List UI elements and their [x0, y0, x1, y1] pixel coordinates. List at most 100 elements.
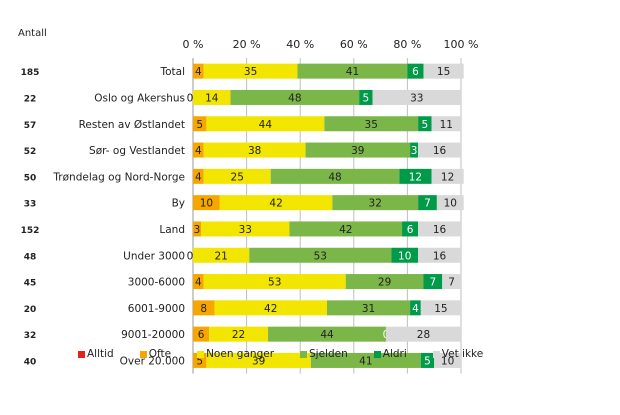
data-label: 11 [440, 119, 453, 131]
category-label: Land [159, 224, 185, 236]
category-label: 3000-6000 [128, 277, 185, 289]
bar-segment [193, 63, 204, 79]
bar-segment [436, 195, 464, 211]
legend-swatch [300, 350, 308, 358]
data-label: 35 [244, 66, 257, 78]
legend-item: Vet ikke [432, 348, 484, 360]
data-label: 31 [362, 303, 375, 315]
bar-segment [418, 142, 461, 158]
data-label: 7 [424, 198, 431, 210]
data-label: 0 [187, 92, 194, 104]
count-label: 22 [24, 94, 37, 104]
data-label: 14 [205, 92, 219, 104]
data-label: 3 [411, 145, 418, 157]
data-label: 8 [200, 303, 207, 315]
data-label: 6 [407, 224, 414, 236]
data-label: 39 [351, 145, 364, 157]
legend-item: Noen ganger [197, 348, 274, 360]
data-label: 5 [196, 355, 203, 367]
bar-segment [193, 168, 204, 184]
bar-segment [230, 89, 360, 105]
data-label: 7 [430, 277, 437, 289]
legend-item: Sjelden [300, 348, 348, 360]
count-label: 52 [24, 147, 37, 157]
data-label: 15 [437, 66, 450, 78]
x-tick-label: 40 % [286, 38, 314, 51]
bar-segment [209, 326, 269, 342]
legend-item: Ofte [139, 348, 171, 360]
data-label: 4 [195, 277, 202, 289]
count-label: 152 [21, 226, 40, 236]
data-label: 5 [196, 119, 203, 131]
legend-swatch [139, 350, 147, 358]
legend-swatch [78, 350, 85, 358]
bar-segment [420, 352, 435, 368]
bar-segment [418, 195, 437, 211]
bar-segment [420, 300, 461, 316]
bar-segment [324, 116, 419, 132]
category-label: By [172, 198, 185, 210]
legend-swatch [373, 350, 381, 358]
data-label: 28 [417, 329, 430, 341]
bar-segment [310, 352, 421, 368]
bar-segment [423, 63, 464, 79]
data-label: 39 [252, 355, 265, 367]
bar-segment [193, 221, 202, 237]
category-label: Trøndelag og Nord-Norge [52, 171, 185, 183]
data-label: 10 [398, 250, 411, 262]
legend-swatch [432, 350, 440, 358]
bar-segment [391, 247, 419, 263]
category-label: 6001-9000 [128, 303, 185, 315]
bar-segment [410, 142, 419, 158]
data-label: 48 [288, 92, 301, 104]
data-label: 15 [434, 303, 447, 315]
data-label: 44 [259, 119, 273, 131]
data-label: 6 [412, 66, 419, 78]
data-label: 42 [264, 303, 277, 315]
data-label: 42 [269, 198, 282, 210]
data-label: 22 [232, 329, 245, 341]
data-label: 21 [214, 250, 227, 262]
category-label: Under 3000 [123, 250, 185, 262]
category-label: Over 20.000 [120, 355, 185, 367]
data-label: 41 [346, 66, 359, 78]
data-label: 4 [412, 303, 419, 315]
data-label: 10 [200, 198, 213, 210]
legend-label: Vet ikke [441, 348, 484, 360]
data-label: 6 [198, 329, 205, 341]
bar-segment [201, 221, 290, 237]
legend-label: Alltid [87, 348, 114, 360]
data-label: 4 [195, 145, 202, 157]
count-label: 33 [24, 200, 37, 210]
x-tick-label: 20 % [233, 38, 261, 51]
data-label: 12 [409, 171, 422, 183]
category-label: Oslo og Akershus [94, 92, 185, 104]
category-label: Total [159, 66, 185, 78]
bar-segment [402, 221, 419, 237]
bar-segment [268, 326, 386, 342]
bar-segment [407, 63, 424, 79]
bar-segment [434, 352, 461, 368]
data-label: 53 [314, 250, 327, 262]
bar-segment [193, 274, 204, 290]
data-label: 4 [195, 171, 202, 183]
legend-label: Noen ganger [206, 348, 275, 360]
bar-segment [431, 116, 461, 132]
bar-segment [442, 274, 461, 290]
bar-segment [297, 63, 408, 79]
count-label: 185 [21, 68, 40, 78]
bar-segment [399, 168, 432, 184]
category-label: 9001-20000 [121, 329, 185, 341]
bar-segment [193, 300, 215, 316]
data-label: 0 [187, 250, 194, 262]
bar-segment [193, 89, 231, 105]
legend: Alltid Ofte Noen ganger Sjelden Aldri Vet ikk… [78, 348, 509, 360]
data-label: 16 [433, 224, 447, 236]
bar-segment [193, 247, 250, 263]
data-label: 38 [248, 145, 261, 157]
data-label: 44 [320, 329, 334, 341]
bar-segment [214, 300, 327, 316]
data-label: 35 [365, 119, 378, 131]
data-label: 29 [378, 277, 391, 289]
bar-segment [203, 168, 271, 184]
